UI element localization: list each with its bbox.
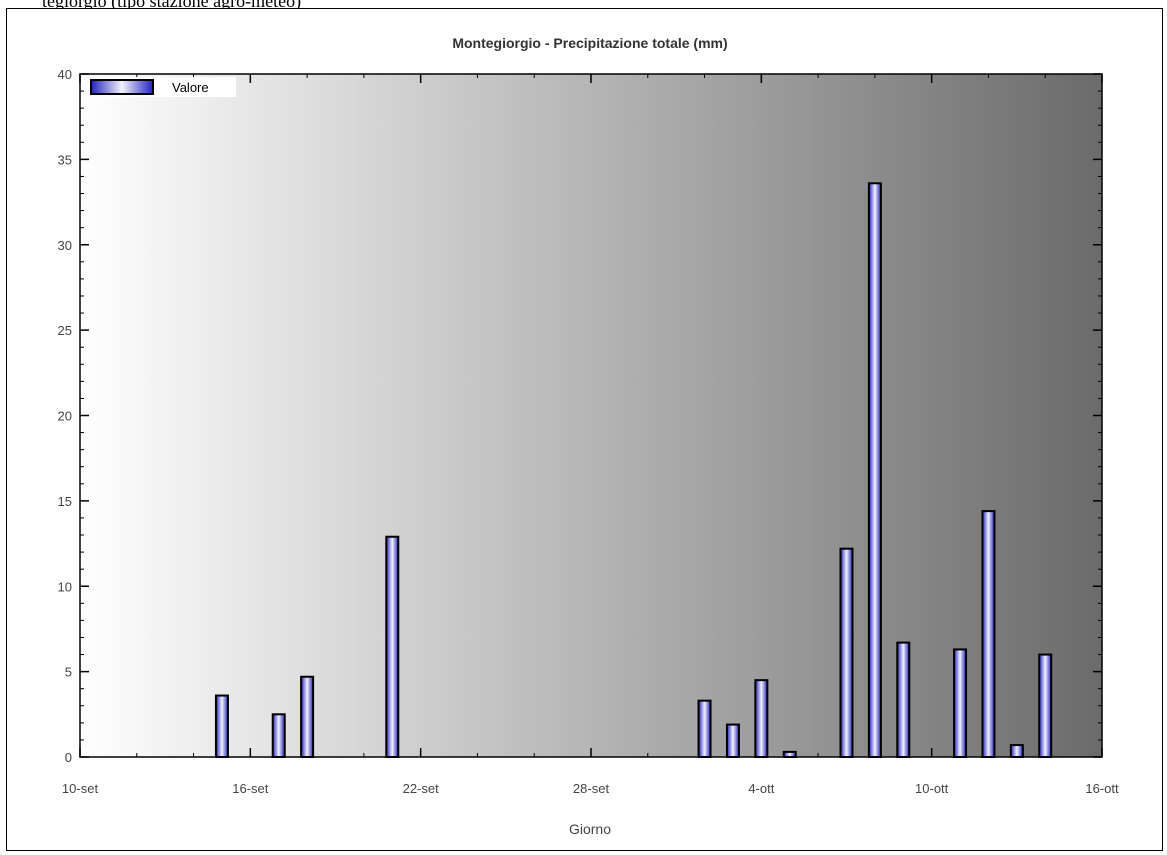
y-tick-label: 30: [58, 238, 72, 253]
bar-14-ott: [1038, 653, 1053, 758]
legend: Valore: [84, 77, 236, 97]
y-tick-label: 10: [58, 579, 72, 594]
page-caption: tegiorgio (tipo stazione agro-meteo): [42, 0, 302, 11]
bar-3-ott: [725, 723, 740, 758]
y-tick-label: 0: [65, 750, 72, 765]
bar-5-ott: [782, 750, 797, 759]
bar-9-ott: [896, 641, 911, 758]
bar-13-ott: [1009, 744, 1024, 758]
bar-11-ott: [953, 648, 968, 758]
chart-title: Montegiorgio - Precipitazione totale (mm…: [452, 35, 727, 51]
x-tick-label: 22-set: [403, 781, 440, 796]
x-tick-label: 4-ott: [748, 781, 774, 796]
bar-series: [214, 182, 1053, 759]
legend-label: Valore: [172, 80, 209, 95]
y-tick-label: 5: [65, 665, 72, 680]
x-tick-label: 10-set: [62, 781, 99, 796]
bar-17-set: [271, 713, 286, 758]
y-tick-label: 15: [58, 494, 72, 509]
tick-labels: 0 5 10 15 20 25 30 35 40 10-set 16-set 22-set 28-set…: [58, 67, 1119, 796]
bar-15-set: [214, 694, 229, 759]
x-axis-title: Giorno: [569, 821, 611, 837]
y-tick-label: 25: [58, 323, 72, 338]
bar-2-ott: [697, 699, 712, 759]
bar-18-set: [300, 675, 315, 758]
bar-12-ott: [981, 510, 996, 758]
x-tick-label: 16-set: [232, 781, 269, 796]
y-tick-label: 35: [58, 152, 72, 167]
y-tick-label: 20: [58, 409, 72, 424]
x-tick-label: 10-ott: [915, 781, 949, 796]
bar-7-ott: [839, 547, 854, 758]
x-tick-label: 16-ott: [1085, 781, 1119, 796]
plot-background: [79, 73, 1103, 758]
y-tick-label: 40: [58, 67, 72, 82]
bar-4-ott: [754, 679, 769, 758]
bar-8-ott: [867, 182, 882, 758]
legend-swatch: [90, 79, 154, 95]
bar-21-set: [385, 535, 400, 758]
x-tick-label: 28-set: [573, 781, 610, 796]
